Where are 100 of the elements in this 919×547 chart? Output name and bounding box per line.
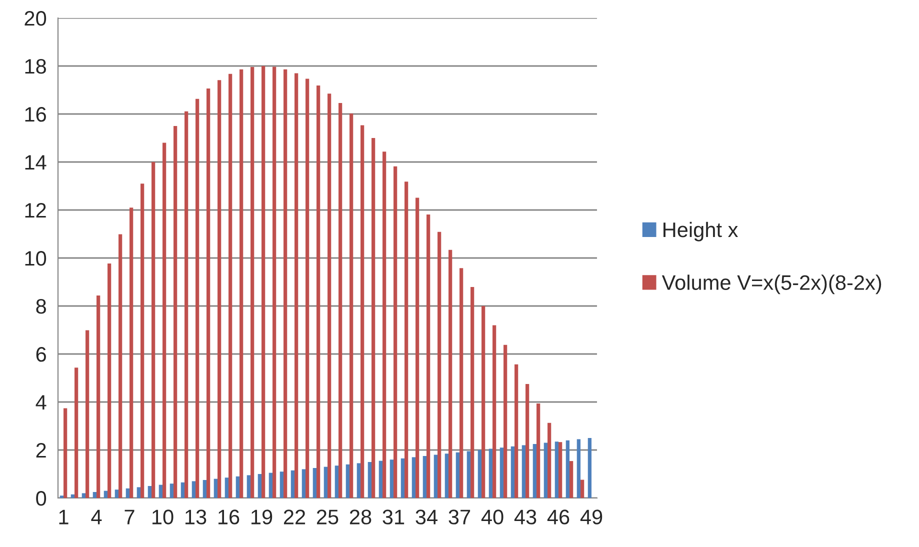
bar (422, 456, 426, 498)
bar (444, 454, 448, 498)
bar (438, 232, 442, 498)
bar (218, 80, 222, 498)
bar (92, 492, 96, 498)
bar (70, 494, 74, 498)
bar (328, 94, 332, 498)
bar (246, 475, 250, 498)
bar (258, 474, 262, 498)
bar (262, 66, 266, 498)
bar (290, 470, 294, 498)
bar (580, 480, 584, 498)
x-tick-label: 37 (448, 510, 470, 524)
bar (152, 162, 156, 498)
bar (136, 487, 140, 498)
bar (302, 469, 306, 498)
x-tick-label: 10 (152, 510, 174, 524)
bar (180, 482, 184, 498)
bar (312, 468, 316, 498)
bar (526, 384, 530, 498)
bar (74, 368, 78, 498)
bar (434, 454, 438, 498)
bar (250, 66, 254, 498)
bar (412, 457, 416, 498)
bar (174, 126, 178, 498)
y-tick-label: 14 (25, 155, 46, 170)
bar (426, 214, 430, 498)
bar (470, 287, 474, 498)
bar (104, 490, 108, 498)
bar (360, 125, 364, 498)
bar (478, 450, 482, 498)
bar (482, 306, 486, 498)
bar (372, 138, 376, 498)
bar (544, 442, 548, 498)
bar (576, 439, 580, 498)
bar (118, 234, 122, 498)
bar (492, 325, 496, 498)
x-tick-label: 43 (514, 510, 536, 524)
bar (162, 142, 166, 498)
bar (536, 403, 540, 498)
bar (460, 268, 464, 498)
bar (558, 442, 562, 498)
legend-label: Volume V=x(5-2x)(8-2x) (662, 274, 882, 294)
bar (390, 460, 394, 498)
bar (64, 408, 68, 498)
bar (588, 438, 592, 498)
bar (192, 481, 196, 498)
bar (202, 480, 206, 498)
bar (140, 184, 144, 498)
bar (280, 472, 284, 498)
x-tick-label: 31 (382, 510, 404, 524)
x-tick-label: 28 (350, 510, 372, 524)
bar (130, 208, 134, 498)
bar (466, 451, 470, 498)
bar (566, 440, 570, 498)
bar (346, 464, 350, 498)
bar (338, 102, 342, 498)
bar (284, 69, 288, 498)
bar (126, 488, 130, 498)
bar (108, 264, 112, 498)
bar (404, 182, 408, 498)
bar (382, 152, 386, 498)
y-tick-label: 4 (36, 395, 46, 410)
y-tick-label: 2 (36, 443, 46, 458)
bar (214, 478, 218, 498)
bar (554, 442, 558, 498)
bar (316, 85, 320, 498)
bar (356, 463, 360, 498)
x-tick-label: 46 (547, 510, 570, 524)
bar (514, 364, 518, 498)
y-tick-label: 12 (25, 203, 46, 218)
bar (86, 330, 90, 498)
x-tick-label: 22 (284, 510, 306, 524)
bar (184, 111, 188, 498)
bar (350, 114, 354, 498)
y-tick-label: 10 (25, 251, 46, 266)
x-tick-label: 4 (91, 510, 102, 524)
legend-label: Height x (664, 222, 738, 242)
bar (522, 445, 526, 498)
x-tick-label: 16 (218, 510, 240, 524)
bar (306, 78, 310, 498)
bar (170, 484, 174, 498)
bar (148, 486, 152, 498)
bar (272, 66, 276, 498)
bar (400, 458, 404, 498)
x-tick-label: 40 (481, 510, 504, 524)
bar (394, 166, 398, 498)
x-tick-label: 25 (316, 510, 338, 524)
x-tick-label: 19 (252, 510, 272, 524)
bar (268, 472, 272, 498)
bar (82, 493, 86, 498)
bar (378, 460, 382, 498)
bar (570, 461, 574, 498)
bar (334, 466, 338, 498)
bar (532, 444, 536, 498)
bar (158, 484, 162, 498)
bar (294, 73, 298, 498)
bar (96, 295, 100, 498)
x-tick-label: 7 (124, 510, 134, 524)
bar (240, 69, 244, 498)
